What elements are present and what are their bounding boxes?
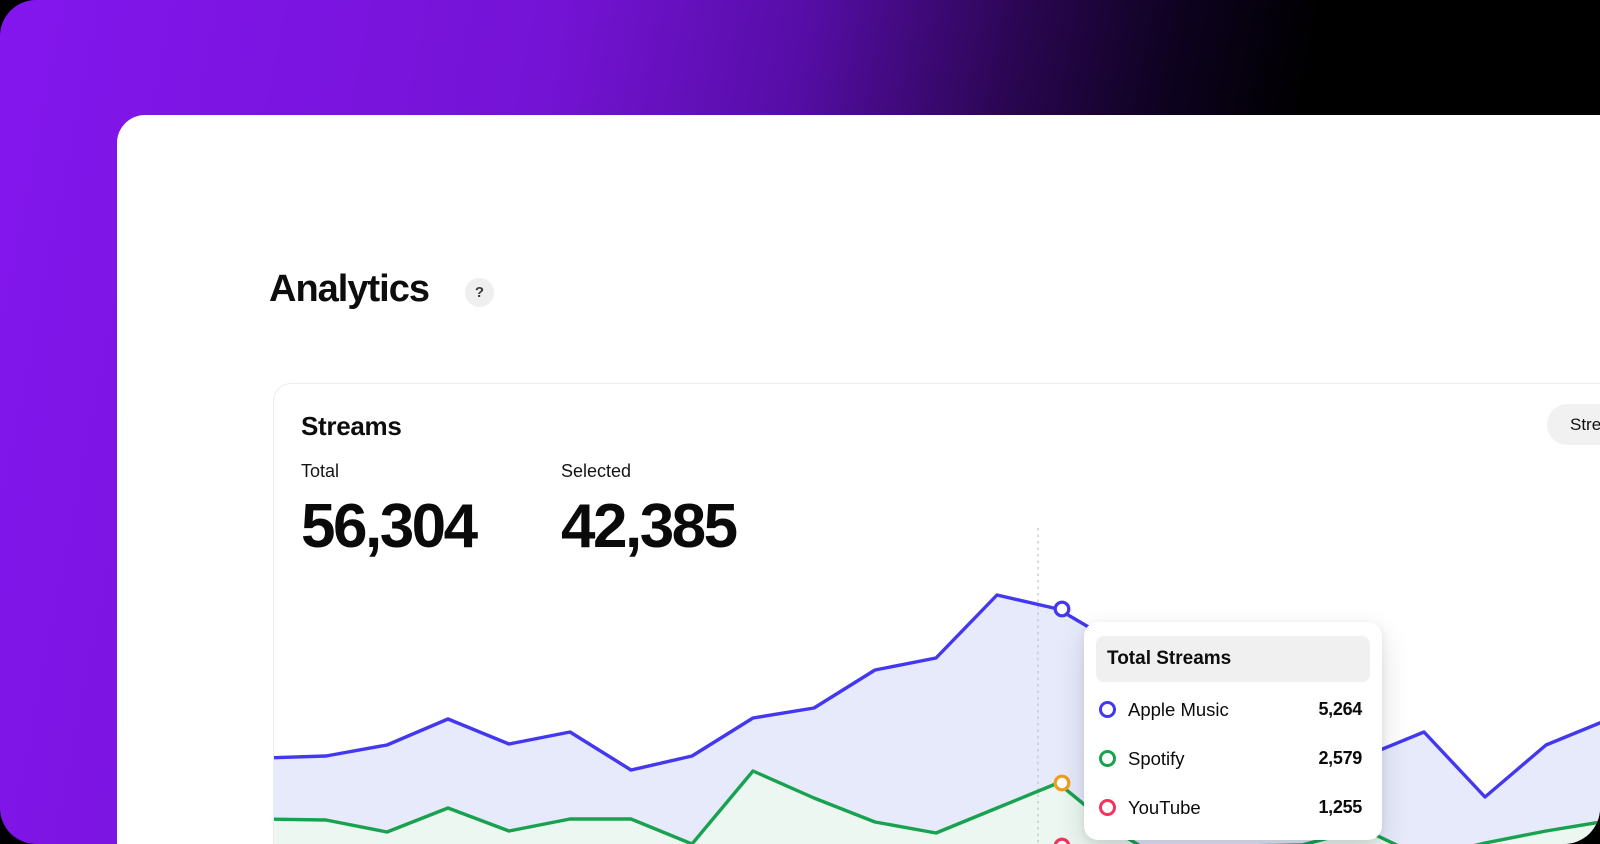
tooltip-row-youtube: YouTube 1,255	[1099, 783, 1362, 832]
tooltip-value: 2,579	[1318, 748, 1362, 768]
stat-selected: Selected 42,385	[561, 461, 738, 562]
stat-selected-value: 42,385	[561, 492, 738, 561]
tooltip-value: 1,255	[1318, 797, 1362, 817]
metric-dropdown[interactable]: Streams	[1547, 404, 1600, 445]
tooltip-value: 5,264	[1318, 699, 1362, 719]
stat-total: Total 56,304	[301, 461, 478, 562]
stat-total-label: Total	[301, 461, 340, 481]
page-title: Analytics	[269, 268, 430, 310]
apple-music-ring-icon	[1099, 701, 1116, 718]
stat-total-value: 56,304	[301, 492, 478, 561]
tooltip-label: Apple Music	[1128, 698, 1229, 720]
streams-panel	[273, 383, 1600, 844]
tooltip-rows: Apple Music 5,264 Spotify 2,579 YouTube …	[1084, 682, 1382, 832]
streams-area-chart[interactable]	[274, 523, 1600, 844]
metric-dropdown-label: Streams	[1570, 414, 1600, 434]
help-icon[interactable]: ?	[465, 278, 494, 307]
main-card: Analytics ? Last 30 Streams Streams E To…	[117, 115, 1600, 844]
streams-panel-title: Streams	[301, 411, 402, 441]
youtube-ring-icon	[1099, 799, 1116, 816]
tooltip-title: Total Streams	[1096, 636, 1370, 682]
tooltip-row-apple-music: Apple Music 5,264	[1099, 685, 1362, 734]
spotify-ring-icon	[1099, 750, 1116, 767]
chart-tooltip: Total Streams Apple Music 5,264 Spotify …	[1084, 622, 1382, 840]
tooltip-label: Spotify	[1128, 747, 1185, 769]
tooltip-row-spotify: Spotify 2,579	[1099, 734, 1362, 783]
stat-selected-label: Selected	[561, 461, 632, 481]
tooltip-label: YouTube	[1128, 796, 1201, 818]
